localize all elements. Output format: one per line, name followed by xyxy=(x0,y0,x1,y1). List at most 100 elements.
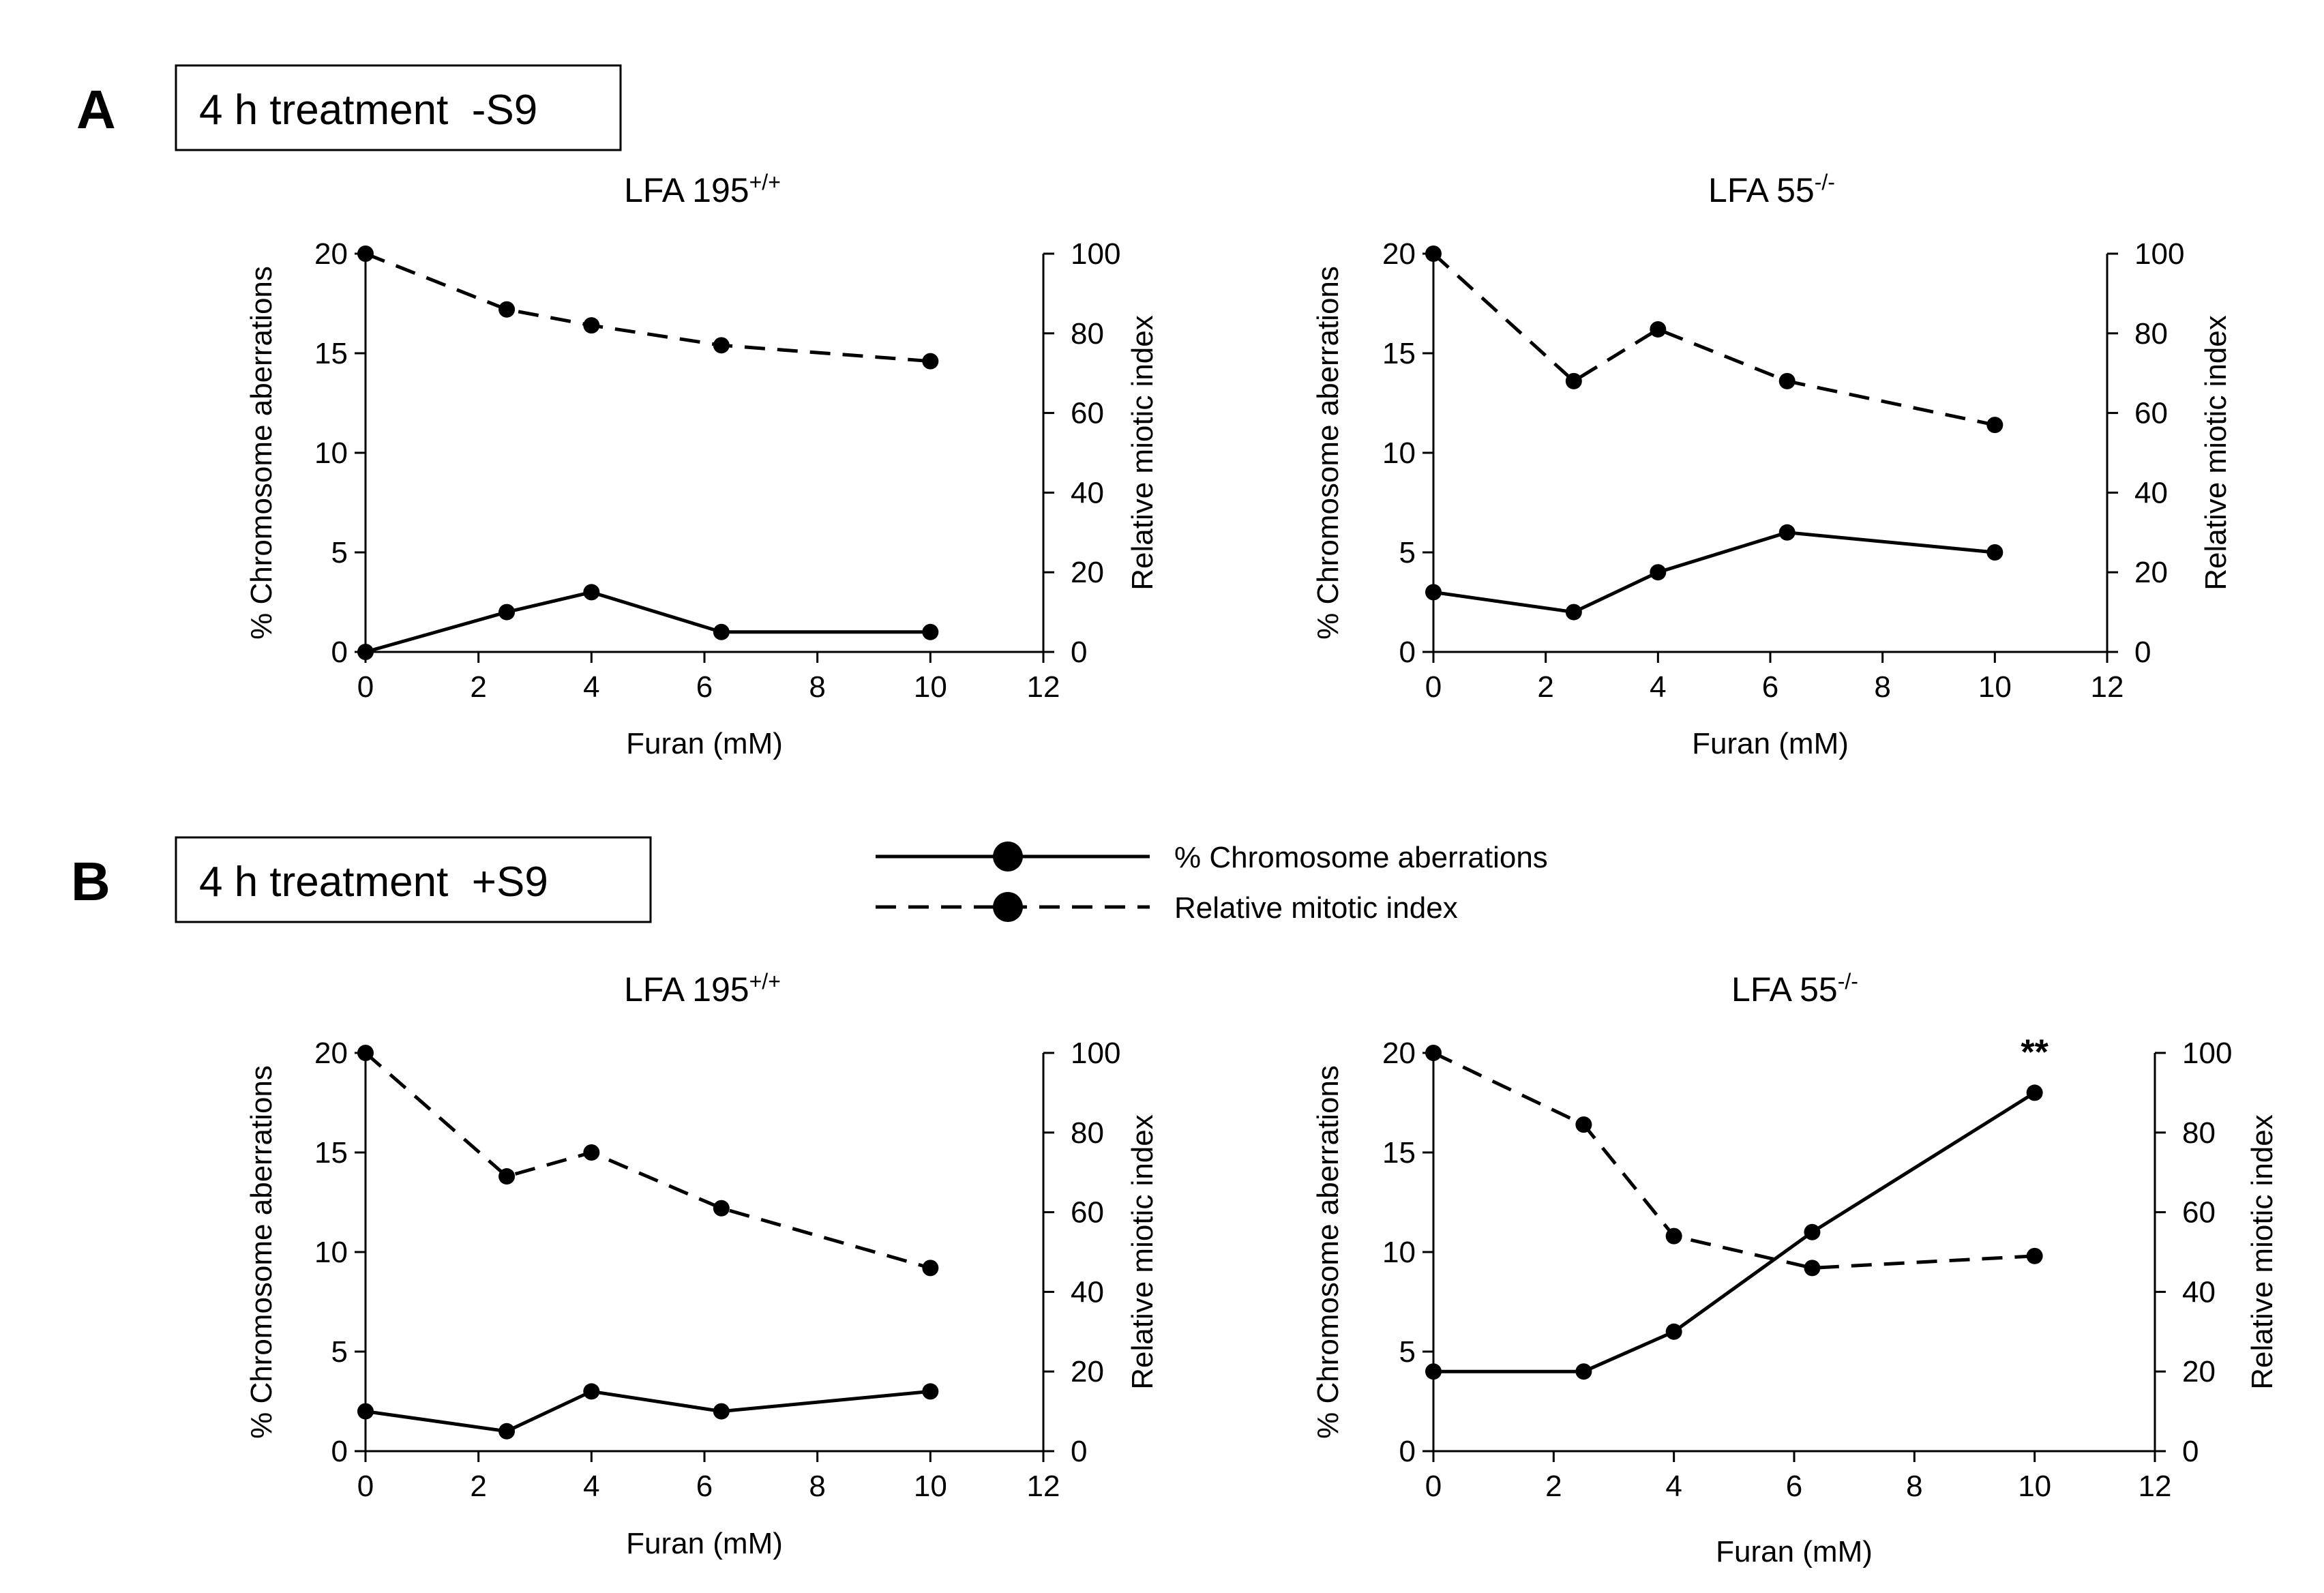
right-y-tick-label: 0 xyxy=(2182,1435,2199,1468)
mitotic-index-point xyxy=(1425,1045,1442,1061)
left-y-tick-label: 10 xyxy=(1382,1236,1416,1269)
x-tick-label: 6 xyxy=(1762,670,1778,704)
x-tick-label: 4 xyxy=(1650,670,1666,704)
panel-a-label: 4 h treatment -S9 xyxy=(199,87,537,134)
right-y-tick-label: 80 xyxy=(1071,1116,1104,1150)
left-y-tick-label: 15 xyxy=(1382,1136,1416,1170)
legend-solid-marker xyxy=(993,842,1023,872)
mitotic-index-point xyxy=(357,1045,374,1061)
x-tick-label: 10 xyxy=(1978,670,2012,704)
x-tick-label: 10 xyxy=(2018,1470,2051,1503)
right-y-tick-label: 100 xyxy=(1071,237,1120,271)
right-y-tick-label: 40 xyxy=(2182,1275,2216,1309)
mitotic-index-point xyxy=(583,317,600,334)
right-y-axis-label: Relative miotic index xyxy=(1126,315,1159,591)
left-y-tick-label: 5 xyxy=(1399,1335,1416,1369)
legend: % Chromosome aberrations Relative mitoti… xyxy=(876,841,1548,925)
aberrations-line xyxy=(365,590,931,654)
x-tick-label: 0 xyxy=(357,670,374,704)
mitotic-index-point xyxy=(1804,1260,1821,1277)
chart-a-lfa55: LFA 55-/- 0 5 10 15 20 0 20 40 60 80 100 0 2 4 6 8 10 12 Fu… xyxy=(1311,170,2233,760)
mitotic-index-point xyxy=(583,1144,600,1161)
left-y-tick-label: 10 xyxy=(314,436,348,470)
mitotic-index-point xyxy=(1650,321,1667,338)
x-tick-label: 10 xyxy=(914,1470,947,1503)
aberrations-point xyxy=(498,1423,516,1440)
x-tick-label: 4 xyxy=(583,670,599,704)
right-y-tick-label: 40 xyxy=(2134,476,2168,509)
chart-title: LFA 195+/+ xyxy=(624,170,781,209)
left-y-axis-label: % Chromosome aberrations xyxy=(1311,266,1345,640)
mitotic-index-point xyxy=(1986,417,2003,434)
x-tick-label: 12 xyxy=(2139,1470,2172,1503)
x-tick-label: 4 xyxy=(1665,1470,1682,1503)
aberrations-point xyxy=(713,1403,730,1420)
x-tick-label: 0 xyxy=(1425,1470,1442,1503)
x-tick-label: 2 xyxy=(1537,670,1553,704)
left-y-axis-label: % Chromosome aberrations xyxy=(245,266,278,640)
right-y-tick-label: 60 xyxy=(1071,397,1104,430)
right-y-tick-label: 40 xyxy=(1071,1275,1104,1309)
aberrations-point xyxy=(713,623,730,640)
mitotic-index-line xyxy=(364,1052,932,1270)
right-y-tick-label: 100 xyxy=(2134,237,2184,271)
right-y-tick-label: 100 xyxy=(1071,1037,1120,1070)
x-tick-label: 12 xyxy=(1027,670,1060,704)
right-y-tick-label: 80 xyxy=(2182,1116,2216,1150)
panel-b-letter: B xyxy=(71,851,110,912)
x-axis-label: Furan (mM) xyxy=(626,727,783,760)
right-y-axis-label: Relative miotic index xyxy=(2199,315,2233,591)
aberrations-point xyxy=(357,1403,374,1420)
right-y-tick-label: 60 xyxy=(2182,1196,2216,1230)
aberrations-point xyxy=(1778,524,1796,541)
left-y-tick-label: 5 xyxy=(331,536,348,569)
mitotic-index-point xyxy=(1575,1116,1592,1133)
left-y-tick-label: 10 xyxy=(1382,436,1416,470)
left-y-axis-label: % Chromosome aberrations xyxy=(1311,1065,1345,1439)
right-y-tick-label: 20 xyxy=(2134,556,2168,589)
right-y-axis-label: Relative miotic index xyxy=(1126,1114,1159,1390)
x-axis-label: Furan (mM) xyxy=(1716,1535,1873,1568)
right-y-tick-label: 40 xyxy=(1071,476,1104,509)
mitotic-index-point xyxy=(1425,245,1442,262)
left-y-tick-label: 0 xyxy=(331,636,348,669)
aberrations-line xyxy=(1433,531,1995,614)
mitotic-index-point xyxy=(1778,372,1796,389)
left-y-tick-label: 15 xyxy=(1382,337,1416,370)
left-y-tick-label: 0 xyxy=(1399,636,1416,669)
right-y-tick-label: 20 xyxy=(1071,556,1104,589)
aberrations-point xyxy=(922,623,939,640)
mitotic-index-point xyxy=(498,1168,516,1185)
mitotic-index-point xyxy=(922,1260,939,1277)
mitotic-index-point xyxy=(498,301,516,318)
right-y-tick-label: 100 xyxy=(2182,1037,2232,1070)
x-tick-label: 8 xyxy=(1874,670,1890,704)
left-y-tick-label: 10 xyxy=(314,1236,348,1269)
mitotic-index-line xyxy=(1432,1051,2035,1270)
x-tick-label: 8 xyxy=(809,1470,825,1503)
x-tick-label: 12 xyxy=(1027,1470,1060,1503)
right-y-tick-label: 0 xyxy=(1071,636,1087,669)
panel-b-label-box xyxy=(175,836,652,923)
right-y-tick-label: 0 xyxy=(1071,1435,1087,1468)
aberrations-point xyxy=(1665,1323,1682,1340)
mitotic-index-point xyxy=(1565,372,1582,389)
aberrations-point xyxy=(583,1383,600,1400)
left-y-tick-label: 15 xyxy=(314,337,348,370)
significance-marker: ** xyxy=(2021,1032,2049,1072)
left-y-tick-label: 5 xyxy=(1399,536,1416,569)
aberrations-point xyxy=(1804,1223,1821,1240)
mitotic-index-point xyxy=(922,353,939,370)
legend-dashed-marker xyxy=(993,892,1023,922)
x-tick-label: 8 xyxy=(809,670,825,704)
aberrations-point xyxy=(2026,1084,2043,1101)
x-tick-label: 6 xyxy=(696,1470,713,1503)
aberrations-point xyxy=(1425,1363,1442,1380)
x-tick-label: 10 xyxy=(914,670,947,704)
left-y-tick-label: 20 xyxy=(314,1037,348,1070)
mitotic-index-line xyxy=(1432,252,1995,427)
aberrations-line xyxy=(365,1389,931,1433)
aberrations-point xyxy=(357,644,374,660)
aberrations-point xyxy=(1575,1363,1592,1380)
